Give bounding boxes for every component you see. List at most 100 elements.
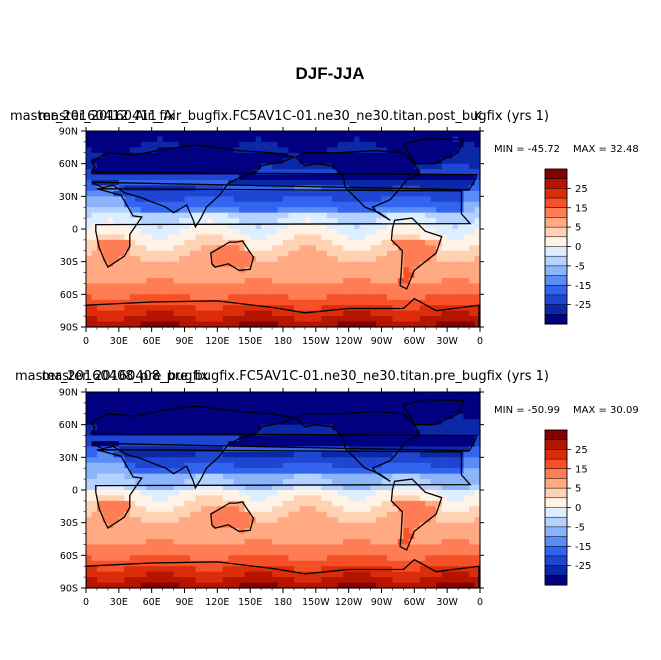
- field-cell: [266, 479, 273, 486]
- field-cell: [91, 473, 98, 480]
- field-cell: [261, 430, 268, 437]
- field-cell: [392, 272, 399, 279]
- field-cell: [195, 299, 202, 306]
- field-cell: [233, 201, 240, 208]
- field-cell: [348, 131, 355, 138]
- field-cell: [157, 484, 164, 491]
- field-cell: [332, 435, 339, 442]
- field-cell: [430, 430, 437, 437]
- field-cell: [447, 457, 454, 464]
- field-cell: [239, 402, 246, 409]
- field-cell: [283, 500, 290, 507]
- field-cell: [304, 245, 311, 252]
- field-cell: [447, 451, 454, 458]
- field-cell: [348, 294, 355, 301]
- field-cell: [288, 250, 295, 257]
- field-cell: [458, 152, 465, 159]
- field-cell: [179, 511, 186, 518]
- field-cell: [157, 288, 164, 295]
- field-cell: [441, 451, 448, 458]
- field-cell: [113, 250, 120, 257]
- field-cell: [359, 229, 366, 236]
- field-cell: [452, 446, 459, 453]
- field-cell: [206, 212, 213, 219]
- field-cell: [419, 522, 426, 529]
- field-cell: [261, 272, 268, 279]
- field-cell: [343, 299, 350, 306]
- field-cell: [441, 495, 448, 502]
- field-cell: [299, 234, 306, 241]
- field-cell: [211, 261, 218, 268]
- field-cell: [96, 424, 104, 431]
- field-cell: [217, 141, 224, 148]
- field-cell: [151, 288, 158, 295]
- field-cell: [447, 549, 454, 556]
- field-cell: [343, 163, 350, 170]
- field-cell: [200, 245, 207, 252]
- field-cell: [436, 490, 443, 497]
- field-cell: [441, 196, 448, 203]
- field-cell: [277, 511, 284, 518]
- field-cell: [206, 555, 213, 562]
- field-cell: [129, 190, 136, 197]
- field-cell: [261, 533, 268, 540]
- field-cell: [436, 261, 443, 268]
- field-cell: [425, 441, 432, 448]
- field-cell: [113, 392, 120, 399]
- field-cell: [217, 441, 224, 448]
- field-cell: [447, 490, 454, 497]
- field-cell: [272, 457, 279, 464]
- field-cell: [354, 392, 361, 399]
- field-cell: [179, 517, 186, 524]
- field-cell: [458, 278, 465, 285]
- field-cell: [365, 278, 372, 285]
- field-cell: [463, 305, 470, 312]
- field-cell: [474, 299, 481, 306]
- field-cell: [304, 223, 311, 230]
- field-cell: [189, 278, 197, 285]
- field-cell: [168, 234, 175, 241]
- field-cell: [173, 174, 180, 181]
- field-cell: [222, 245, 229, 252]
- field-cell: [91, 256, 98, 263]
- field-cell: [217, 402, 224, 409]
- field-cell: [436, 506, 443, 513]
- field-cell: [146, 152, 153, 159]
- field-cell: [86, 201, 93, 208]
- field-cell: [255, 196, 262, 203]
- field-cell: [168, 196, 175, 203]
- field-cell: [370, 528, 377, 535]
- field-cell: [403, 239, 410, 246]
- field-cell: [146, 468, 153, 475]
- field-cell: [304, 321, 311, 328]
- field-cell: [261, 147, 268, 154]
- field-cell: [332, 446, 339, 453]
- field-cell: [337, 457, 344, 464]
- field-cell: [326, 136, 333, 143]
- field-cell: [365, 430, 372, 437]
- field-cell: [414, 256, 421, 263]
- field-cell: [326, 174, 333, 181]
- field-cell: [146, 413, 153, 420]
- field-cell: [151, 207, 158, 214]
- field-cell: [96, 549, 104, 556]
- field-cell: [151, 158, 158, 165]
- field-cell: [425, 180, 432, 187]
- field-cell: [326, 239, 333, 246]
- field-cell: [283, 294, 290, 301]
- field-cell: [195, 278, 202, 285]
- field-cell: [261, 169, 268, 176]
- field-cell: [326, 451, 333, 458]
- field-cell: [310, 484, 317, 491]
- field-cell: [452, 419, 459, 426]
- field-cell: [474, 484, 481, 491]
- field-cell: [304, 310, 311, 317]
- field-cell: [244, 413, 251, 420]
- field-cell: [135, 310, 142, 317]
- field-cell: [463, 288, 470, 295]
- field-cell: [239, 158, 246, 165]
- field-cell: [266, 190, 273, 197]
- field-cell: [239, 152, 246, 159]
- field-cell: [337, 180, 344, 187]
- field-cell: [315, 517, 322, 524]
